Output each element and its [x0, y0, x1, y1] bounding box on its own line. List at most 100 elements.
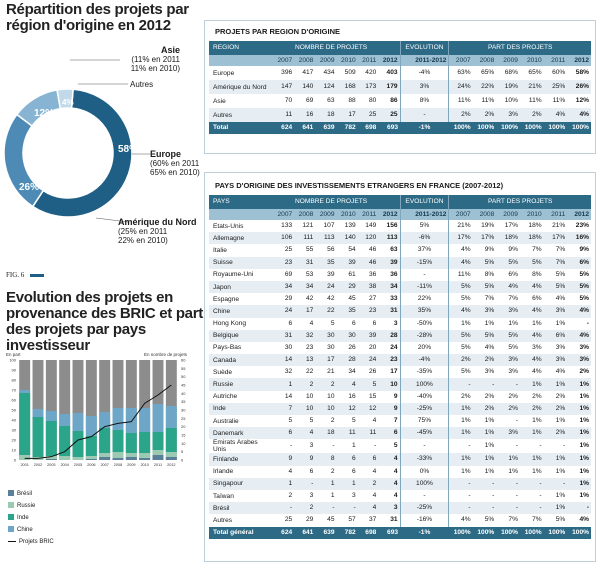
country_table-cell: - — [400, 268, 450, 281]
country_table-cell: - — [332, 504, 335, 512]
country_table-cell: 10 — [306, 404, 314, 412]
country_table-cell: 3% — [579, 356, 589, 364]
country_table-row: Singapour 1 - 1 1 2 4 100% - - - - - 1% — [209, 477, 591, 490]
country_table-cell: 1% — [484, 442, 495, 450]
bar-br-sil — [152, 455, 164, 460]
country_table-cell: 4% — [532, 283, 542, 291]
country_table-cell: 20% — [400, 341, 450, 355]
country_table-row: Inde 7 10 10 12 12 9 -25% 1% 2% 2% 2% 2% 1% — [209, 402, 591, 415]
country_table-cell: Emirats Arabes Unis — [213, 439, 258, 454]
country_table-cell: Suisse — [213, 259, 233, 267]
country_table-cell: 3% — [508, 429, 518, 437]
region_table-total-cell: -1% — [400, 122, 449, 134]
amn-label: Amérique du Nord (25% en 2011 22% en 201… — [118, 217, 197, 246]
country_table-cell: 1% — [555, 455, 566, 463]
region_table-total-cell: 100% — [472, 122, 497, 134]
right-axis-label: En nombre de projets — [144, 352, 188, 357]
country_table-cell: 39 — [378, 256, 401, 269]
country_table-row: Taïwan 2 3 1 3 4 4- - - - -1% 1% — [209, 489, 591, 503]
country_table-cell: 17 — [378, 366, 401, 379]
country_table-cell: 4% — [555, 368, 566, 376]
region_table-year-cell: 2010 — [336, 55, 358, 66]
bar-br-sil — [139, 458, 151, 460]
country_table-cell: 25 — [284, 516, 293, 524]
bar-russie — [85, 456, 97, 459]
country_table-cell: 4% — [461, 307, 471, 315]
country_table-cell: - — [468, 479, 471, 487]
region_table-cell: 173 — [365, 83, 377, 90]
country_table-cell: 3 — [309, 492, 314, 500]
bar-total — [99, 360, 111, 460]
country_table-cell: Autres — [213, 516, 233, 524]
country_table-cell: Italie — [213, 246, 227, 254]
country_table-cell: 5% — [400, 220, 450, 233]
country_table-cell: 1% — [484, 319, 495, 327]
asie-pct-label: 12% — [34, 108, 54, 119]
right-tick-label: 25 — [181, 416, 186, 421]
country-table-title: PAYS D'ORIGINE DES INVESTISSEMENTS ETRAN… — [215, 181, 504, 190]
country_table-cell: - — [289, 442, 293, 450]
region_table-total-cell: 641 — [294, 122, 316, 134]
country_table-cell: 17% — [552, 234, 566, 242]
region_table-total-cell: 698 — [357, 122, 379, 134]
country_table-cell: 2 — [330, 467, 335, 475]
left-axis-label: En part — [6, 352, 21, 357]
country_table-cell: 23 — [306, 343, 314, 351]
donut-segment-europe — [31, 88, 133, 218]
amn-name: Amérique du Nord — [118, 217, 197, 227]
country_table-cell: 46 — [368, 258, 377, 266]
bric-projects-line — [24, 384, 172, 459]
country_table-cell: 45 — [327, 516, 335, 524]
region_table-cell: 3% — [508, 111, 518, 118]
country_table-cell: 5% — [579, 270, 589, 278]
region_table-row: Amérique du Nord 147 140 124 168 173 179 3% 24% 2… — [209, 80, 591, 94]
region-table-title: PROJETS PAR REGION D'ORIGINE — [215, 27, 340, 36]
region_table-year-cell: 2011 — [357, 55, 379, 66]
x-tick-label: 2009 — [127, 463, 135, 467]
europe-name: Europe — [150, 149, 182, 159]
country_table-cell: -11% — [400, 280, 450, 294]
country_table-cell: 5% — [508, 343, 518, 351]
country_table-cell: 7% — [555, 258, 566, 266]
country_table-cell: 121 — [302, 222, 314, 230]
bar-total — [59, 360, 71, 460]
country_table-cell: 3% — [555, 356, 566, 364]
country_table-cell: 2% — [484, 404, 495, 412]
region_table-year-cell: 2011 — [543, 55, 568, 66]
country_table-cell: 1% — [532, 417, 542, 425]
region_table-cell: 2% — [532, 111, 542, 118]
country_table-cell: 4% — [579, 307, 589, 315]
country_table-cell: 2% — [555, 404, 566, 412]
country_table-total-cell: 782 — [336, 526, 358, 539]
country_table-cell: Australie — [213, 417, 239, 425]
bric-title: Evolution des projets en provenance des … — [6, 289, 203, 354]
country_table-cell: 34 — [306, 283, 314, 291]
region_table-year-cell: 2009 — [315, 55, 337, 66]
country_table-cell: 3 — [309, 442, 314, 450]
country_table-cell: Danemark — [213, 429, 244, 437]
bar-chine — [45, 411, 57, 421]
bar-inde — [99, 428, 111, 453]
region_table-cell: 4% — [555, 111, 566, 118]
country_table-cell: 1% — [532, 380, 542, 388]
country_table-cell: 30 — [284, 343, 293, 351]
bar-russie — [152, 450, 164, 455]
country_table-year-cell: 2008 — [472, 209, 497, 220]
country_table-cell: 63 — [378, 244, 401, 257]
country_table-cell: 2% — [508, 404, 518, 412]
country_table-cell: 1% — [484, 429, 495, 437]
region-table-box: PROJETS PAR REGION D'ORIGINE REGION NOMBR… — [204, 20, 596, 154]
region_table-total-cell: 693 — [378, 122, 401, 134]
bar-chine — [165, 406, 177, 428]
bric-chart: En part En nombre de projets 10090807060… — [6, 352, 188, 467]
x-tick-label: 2001 — [20, 463, 28, 467]
x-tick-label: 2006 — [87, 463, 95, 467]
country_table-row: Danemark 6 4 18 11 11 6 -45% 1% 1% 3% 1% 2% 1% — [209, 427, 591, 440]
legend-item: Chine — [8, 524, 54, 536]
bar-russie — [125, 453, 137, 457]
country_table-cell: - — [374, 442, 377, 450]
legend-swatch — [8, 540, 16, 542]
country_table-cell: 4 — [378, 453, 401, 466]
country_table-cell: 8% — [484, 270, 495, 278]
country_table-cell: Canada — [213, 356, 237, 364]
